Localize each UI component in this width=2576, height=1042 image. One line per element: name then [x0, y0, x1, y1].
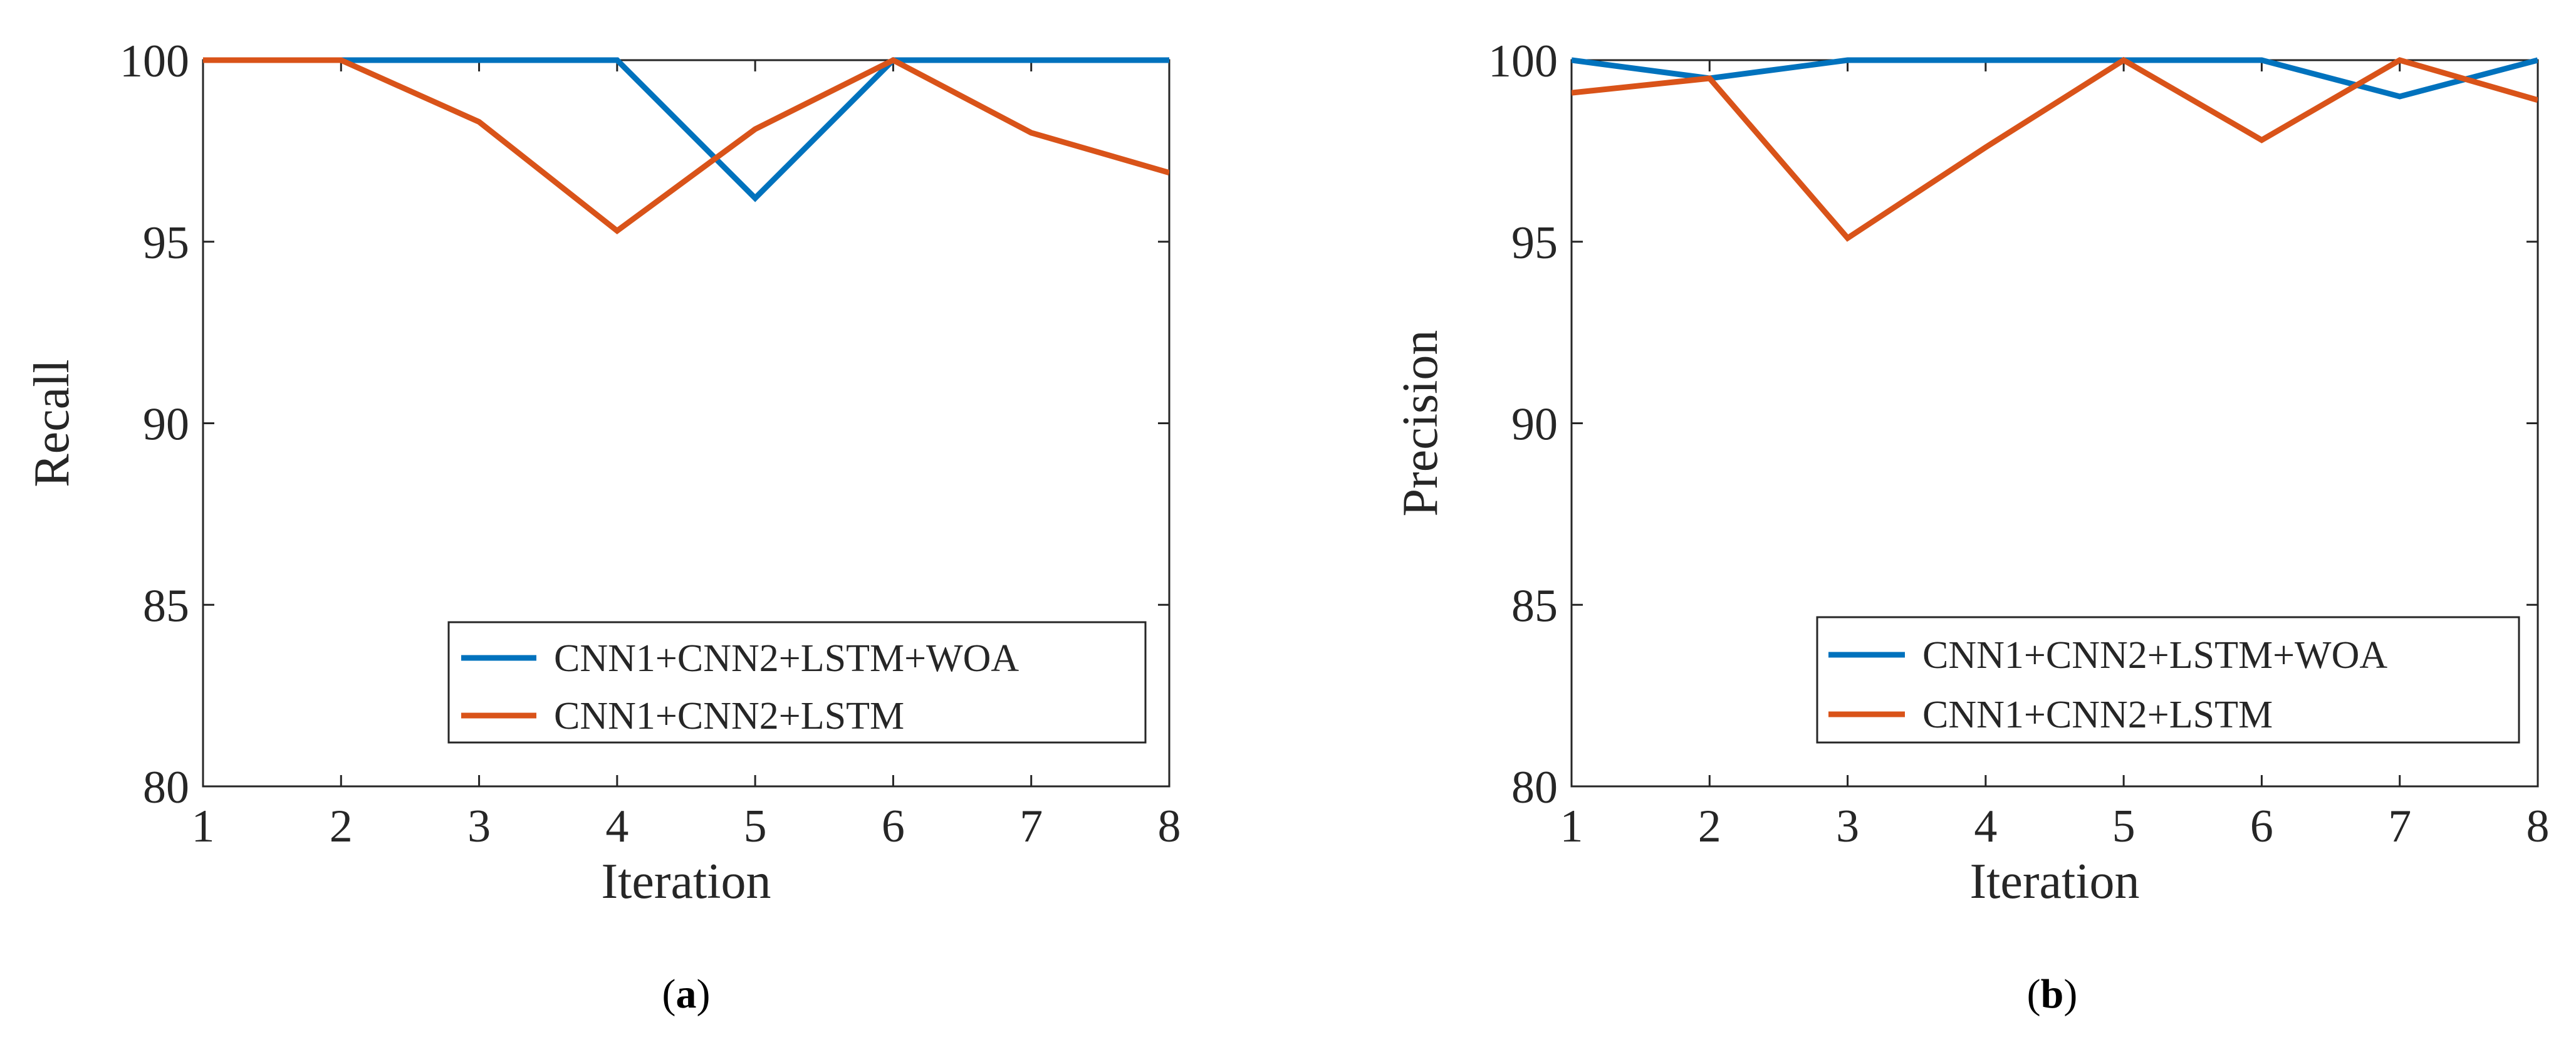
- legend: CNN1+CNN2+LSTM+WOA CNN1+CNN2+LSTM: [1816, 616, 2520, 744]
- legend-label: CNN1+CNN2+LSTM: [1922, 694, 2273, 736]
- x-tick-label: 3: [467, 801, 491, 852]
- chart-panel-a: 1 2 3 4 5 6 7 8 80 85 90 95 100 Iteration Recall CNN1+C…: [24, 36, 1181, 1017]
- x-tick-label: 6: [882, 801, 905, 852]
- caption-letter: a: [676, 971, 697, 1017]
- y-tick-label: 100: [1488, 36, 1558, 87]
- x-tick-label: 5: [744, 801, 767, 852]
- y-tick-label: 100: [120, 36, 189, 87]
- y-tick-label: 95: [1511, 217, 1558, 269]
- y-tick-label: 90: [1511, 399, 1558, 451]
- caption-paren-open: (: [662, 971, 676, 1017]
- y-axis-label: Recall: [24, 359, 80, 487]
- legend-box: [447, 621, 1147, 744]
- series-line-base: [203, 56, 1169, 235]
- legend-box: [1816, 616, 2520, 744]
- x-tick-label: 2: [1698, 801, 1721, 852]
- x-tick-label: 6: [2250, 801, 2273, 852]
- legend-label: CNN1+CNN2+LSTM: [554, 695, 904, 737]
- x-tick-label: 2: [330, 801, 353, 852]
- series-line-woa: [203, 57, 1169, 202]
- x-axis-label: Iteration: [602, 854, 771, 909]
- x-axis-label: Iteration: [1970, 854, 2140, 909]
- x-tick-label: 3: [1836, 801, 1859, 852]
- series-line-base: [1572, 56, 2538, 242]
- x-tick-label: 7: [1019, 801, 1043, 852]
- caption-paren-open: (: [2027, 971, 2041, 1017]
- panel-caption: (a): [662, 971, 711, 1017]
- series-line-woa: [1572, 57, 2538, 100]
- y-tick-label: 80: [143, 762, 189, 813]
- x-tick-label: 7: [2388, 801, 2411, 852]
- legend-label: CNN1+CNN2+LSTM+WOA: [1922, 634, 2387, 677]
- legend: CNN1+CNN2+LSTM+WOA CNN1+CNN2+LSTM: [447, 621, 1147, 744]
- panel-caption: (b): [2027, 971, 2078, 1017]
- x-tick-label: 4: [605, 801, 628, 852]
- chart-panel-b: 1 2 3 4 5 6 7 8 80 85 90 95 100 Iteration Precision CNN…: [1393, 36, 2550, 1017]
- x-tick-label: 8: [2526, 801, 2550, 852]
- x-tick-label: 5: [2112, 801, 2135, 852]
- x-tick-label: 4: [1974, 801, 1997, 852]
- x-tick-label: 8: [1158, 801, 1181, 852]
- y-tick-label: 80: [1511, 762, 1558, 813]
- caption-paren-close: ): [697, 971, 711, 1017]
- y-tick-label: 85: [1511, 580, 1558, 632]
- caption-letter: b: [2041, 971, 2064, 1017]
- caption-paren-close: ): [2063, 971, 2077, 1017]
- y-tick-label: 85: [143, 580, 189, 632]
- y-tick-label: 90: [143, 399, 189, 451]
- x-tick-label: 1: [192, 801, 215, 852]
- legend-label: CNN1+CNN2+LSTM+WOA: [554, 637, 1019, 680]
- y-tick-label: 95: [143, 217, 189, 269]
- x-tick-label: 1: [1560, 801, 1583, 852]
- y-axis-label: Precision: [1393, 330, 1448, 517]
